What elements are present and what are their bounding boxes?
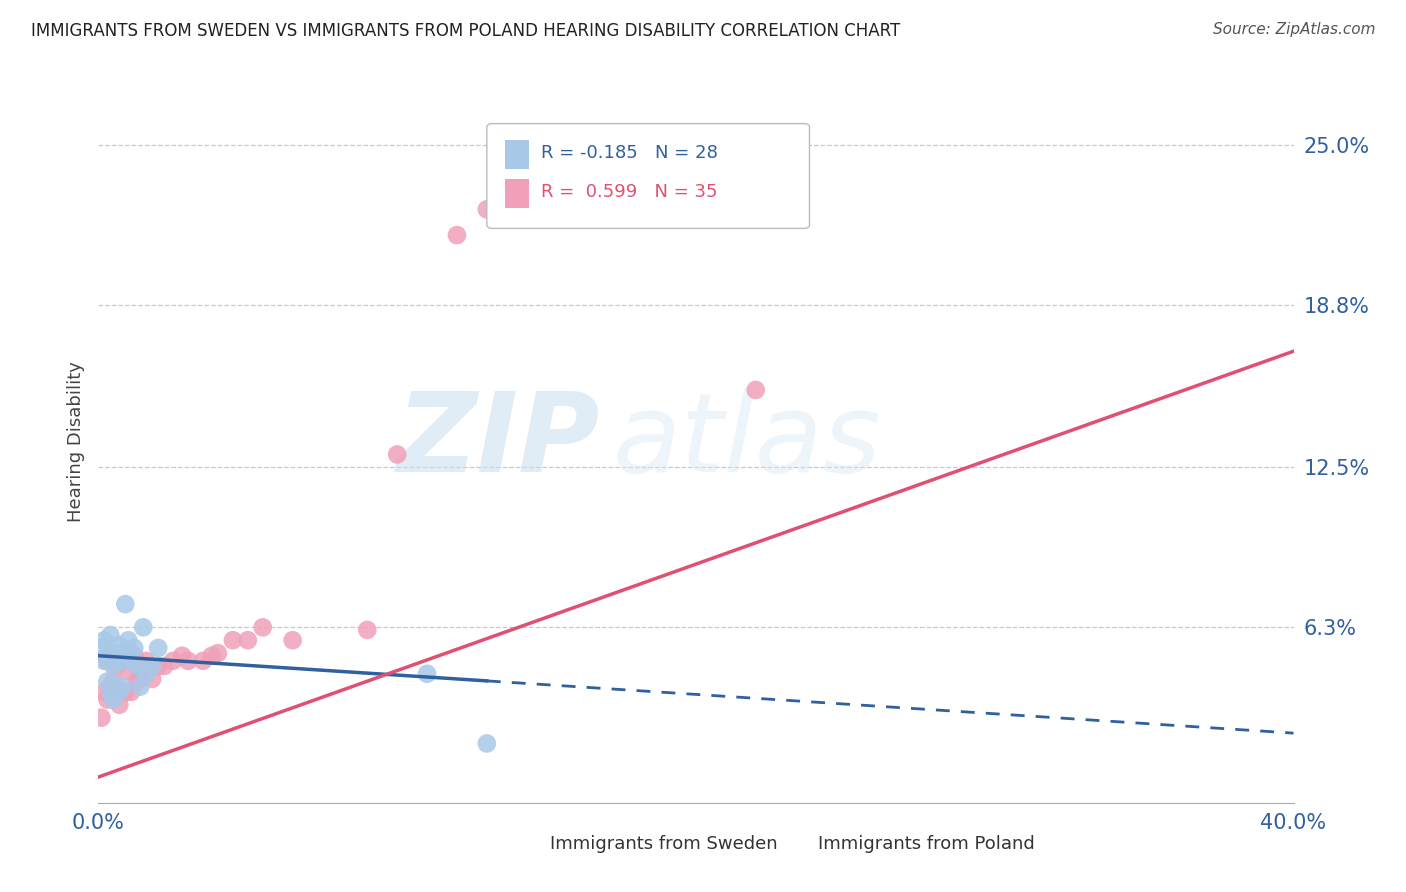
Point: [141, 672, 163, 686]
Point: [120, 685, 142, 699]
FancyBboxPatch shape: [523, 835, 541, 854]
Point: [129, 672, 152, 686]
Point: [153, 659, 176, 673]
Point: [90, 711, 112, 725]
Point: [120, 654, 142, 668]
Point: [207, 646, 229, 660]
Text: Immigrants from Sweden: Immigrants from Sweden: [550, 835, 778, 853]
Point: [127, 674, 149, 689]
Point: [103, 692, 125, 706]
Point: [132, 620, 155, 634]
Point: [96, 648, 118, 663]
Point: [191, 654, 214, 668]
Point: [90, 640, 112, 655]
Point: [105, 646, 128, 660]
Point: [124, 640, 146, 655]
Point: [108, 685, 131, 699]
FancyBboxPatch shape: [792, 835, 811, 854]
Point: [96, 654, 118, 668]
Text: R =  0.599   N = 35: R = 0.599 N = 35: [541, 183, 717, 202]
Point: [108, 698, 131, 712]
Point: [96, 674, 118, 689]
Point: [222, 633, 245, 648]
Point: [111, 654, 134, 668]
Point: [446, 228, 468, 243]
Point: [114, 597, 136, 611]
Point: [98, 628, 122, 642]
Text: ZIP: ZIP: [396, 388, 600, 495]
Point: [93, 685, 115, 699]
Point: [114, 685, 136, 699]
Text: atlas: atlas: [613, 388, 882, 495]
Point: [111, 654, 134, 668]
Point: [281, 633, 304, 648]
FancyBboxPatch shape: [486, 124, 810, 228]
Text: R = -0.185   N = 28: R = -0.185 N = 28: [541, 145, 717, 162]
Point: [132, 659, 155, 673]
Point: [141, 659, 163, 673]
Point: [416, 666, 439, 681]
Point: [103, 674, 125, 689]
Point: [356, 623, 378, 637]
Point: [475, 736, 498, 750]
Point: [105, 659, 128, 673]
Point: [127, 659, 149, 673]
Point: [135, 666, 157, 681]
Point: [93, 654, 115, 668]
Point: [103, 659, 125, 673]
Point: [162, 654, 184, 668]
Text: Immigrants from Poland: Immigrants from Poland: [818, 835, 1035, 853]
Point: [96, 692, 118, 706]
Point: [117, 664, 139, 678]
Point: [148, 640, 170, 655]
Point: [475, 202, 498, 217]
Point: [177, 654, 200, 668]
Text: Source: ZipAtlas.com: Source: ZipAtlas.com: [1212, 22, 1375, 37]
Point: [98, 685, 122, 699]
Point: [105, 680, 128, 694]
Point: [135, 654, 157, 668]
Point: [385, 447, 409, 461]
Point: [108, 639, 131, 653]
Point: [252, 620, 274, 634]
Point: [236, 633, 259, 648]
Text: IMMIGRANTS FROM SWEDEN VS IMMIGRANTS FROM POLAND HEARING DISABILITY CORRELATION : IMMIGRANTS FROM SWEDEN VS IMMIGRANTS FRO…: [31, 22, 900, 40]
Point: [148, 659, 170, 673]
FancyBboxPatch shape: [505, 179, 529, 208]
Point: [117, 633, 139, 648]
Point: [98, 680, 122, 694]
Point: [129, 680, 152, 694]
FancyBboxPatch shape: [505, 140, 529, 169]
Point: [745, 383, 768, 397]
Point: [201, 648, 224, 663]
Point: [117, 646, 139, 660]
Y-axis label: Hearing Disability: Hearing Disability: [66, 361, 84, 522]
Point: [124, 648, 146, 663]
Point: [93, 633, 115, 648]
Point: [172, 648, 194, 663]
Point: [111, 680, 134, 694]
